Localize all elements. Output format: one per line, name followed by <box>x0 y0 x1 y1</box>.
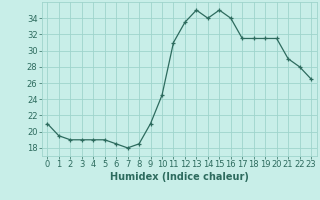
X-axis label: Humidex (Indice chaleur): Humidex (Indice chaleur) <box>110 172 249 182</box>
